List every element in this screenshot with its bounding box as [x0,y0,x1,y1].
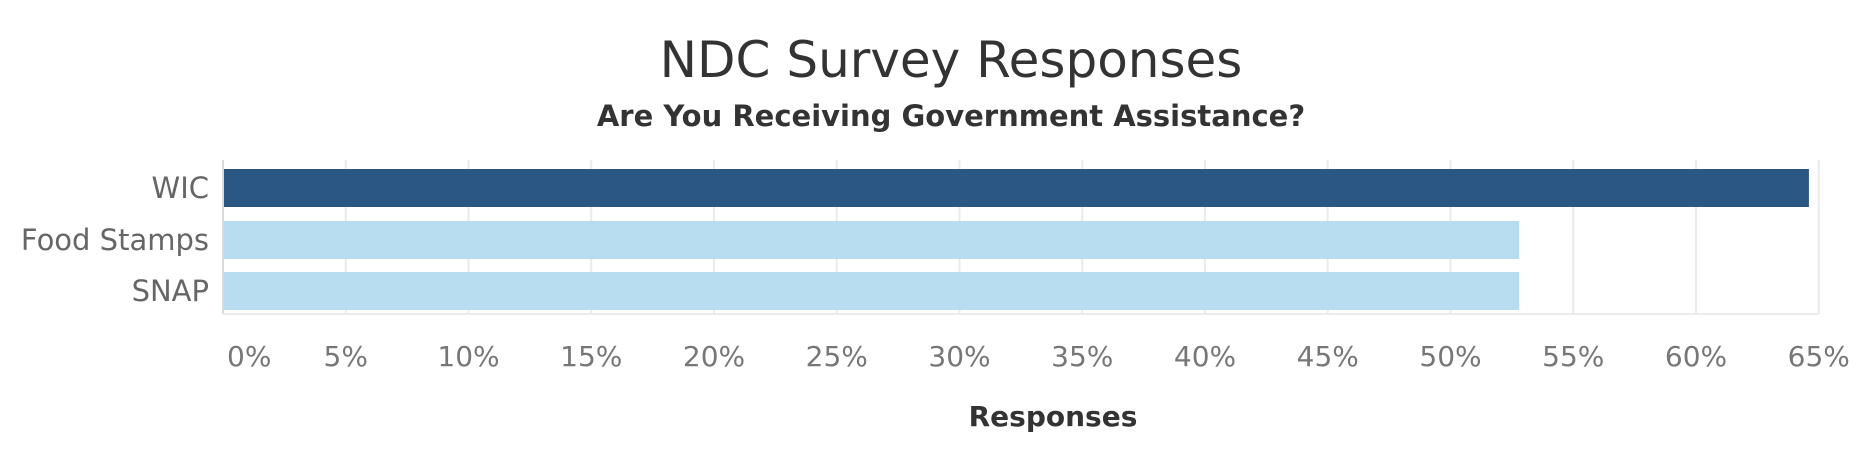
x-tick-label: 60% [1665,340,1727,373]
x-tick-label: 35% [1051,340,1113,373]
x-tick-label: 40% [1174,340,1236,373]
x-tick-label: 0% [227,340,271,373]
axes: 0% 5% 10% 15% 20% 25% 30% 35% 40% 45% 50% 55% 60% 65%… [21,160,1850,373]
chart-title: NDC Survey Responses [660,31,1243,89]
x-tick-label: 5% [324,340,368,373]
x-tick-label: 50% [1419,340,1481,373]
bar [223,169,1809,207]
category-label: SNAP [132,274,209,308]
x-tick-label: 65% [1788,340,1850,373]
chart-subtitle: Are You Receiving Government Assistance? [597,99,1305,133]
bars [223,169,1809,310]
bar [223,221,1520,259]
category-label: WIC [152,171,209,205]
x-tick-label: 45% [1297,340,1359,373]
x-tick-label: 55% [1542,340,1604,373]
category-label: Food Stamps [21,223,209,257]
bar [223,272,1520,310]
x-tick-label: 30% [928,340,990,373]
x-tick-label: 25% [806,340,868,373]
x-tick-label: 20% [683,340,745,373]
x-axis-title: Responses [969,400,1138,433]
x-tick-label: 10% [437,340,499,373]
x-tick-label: 15% [560,340,622,373]
